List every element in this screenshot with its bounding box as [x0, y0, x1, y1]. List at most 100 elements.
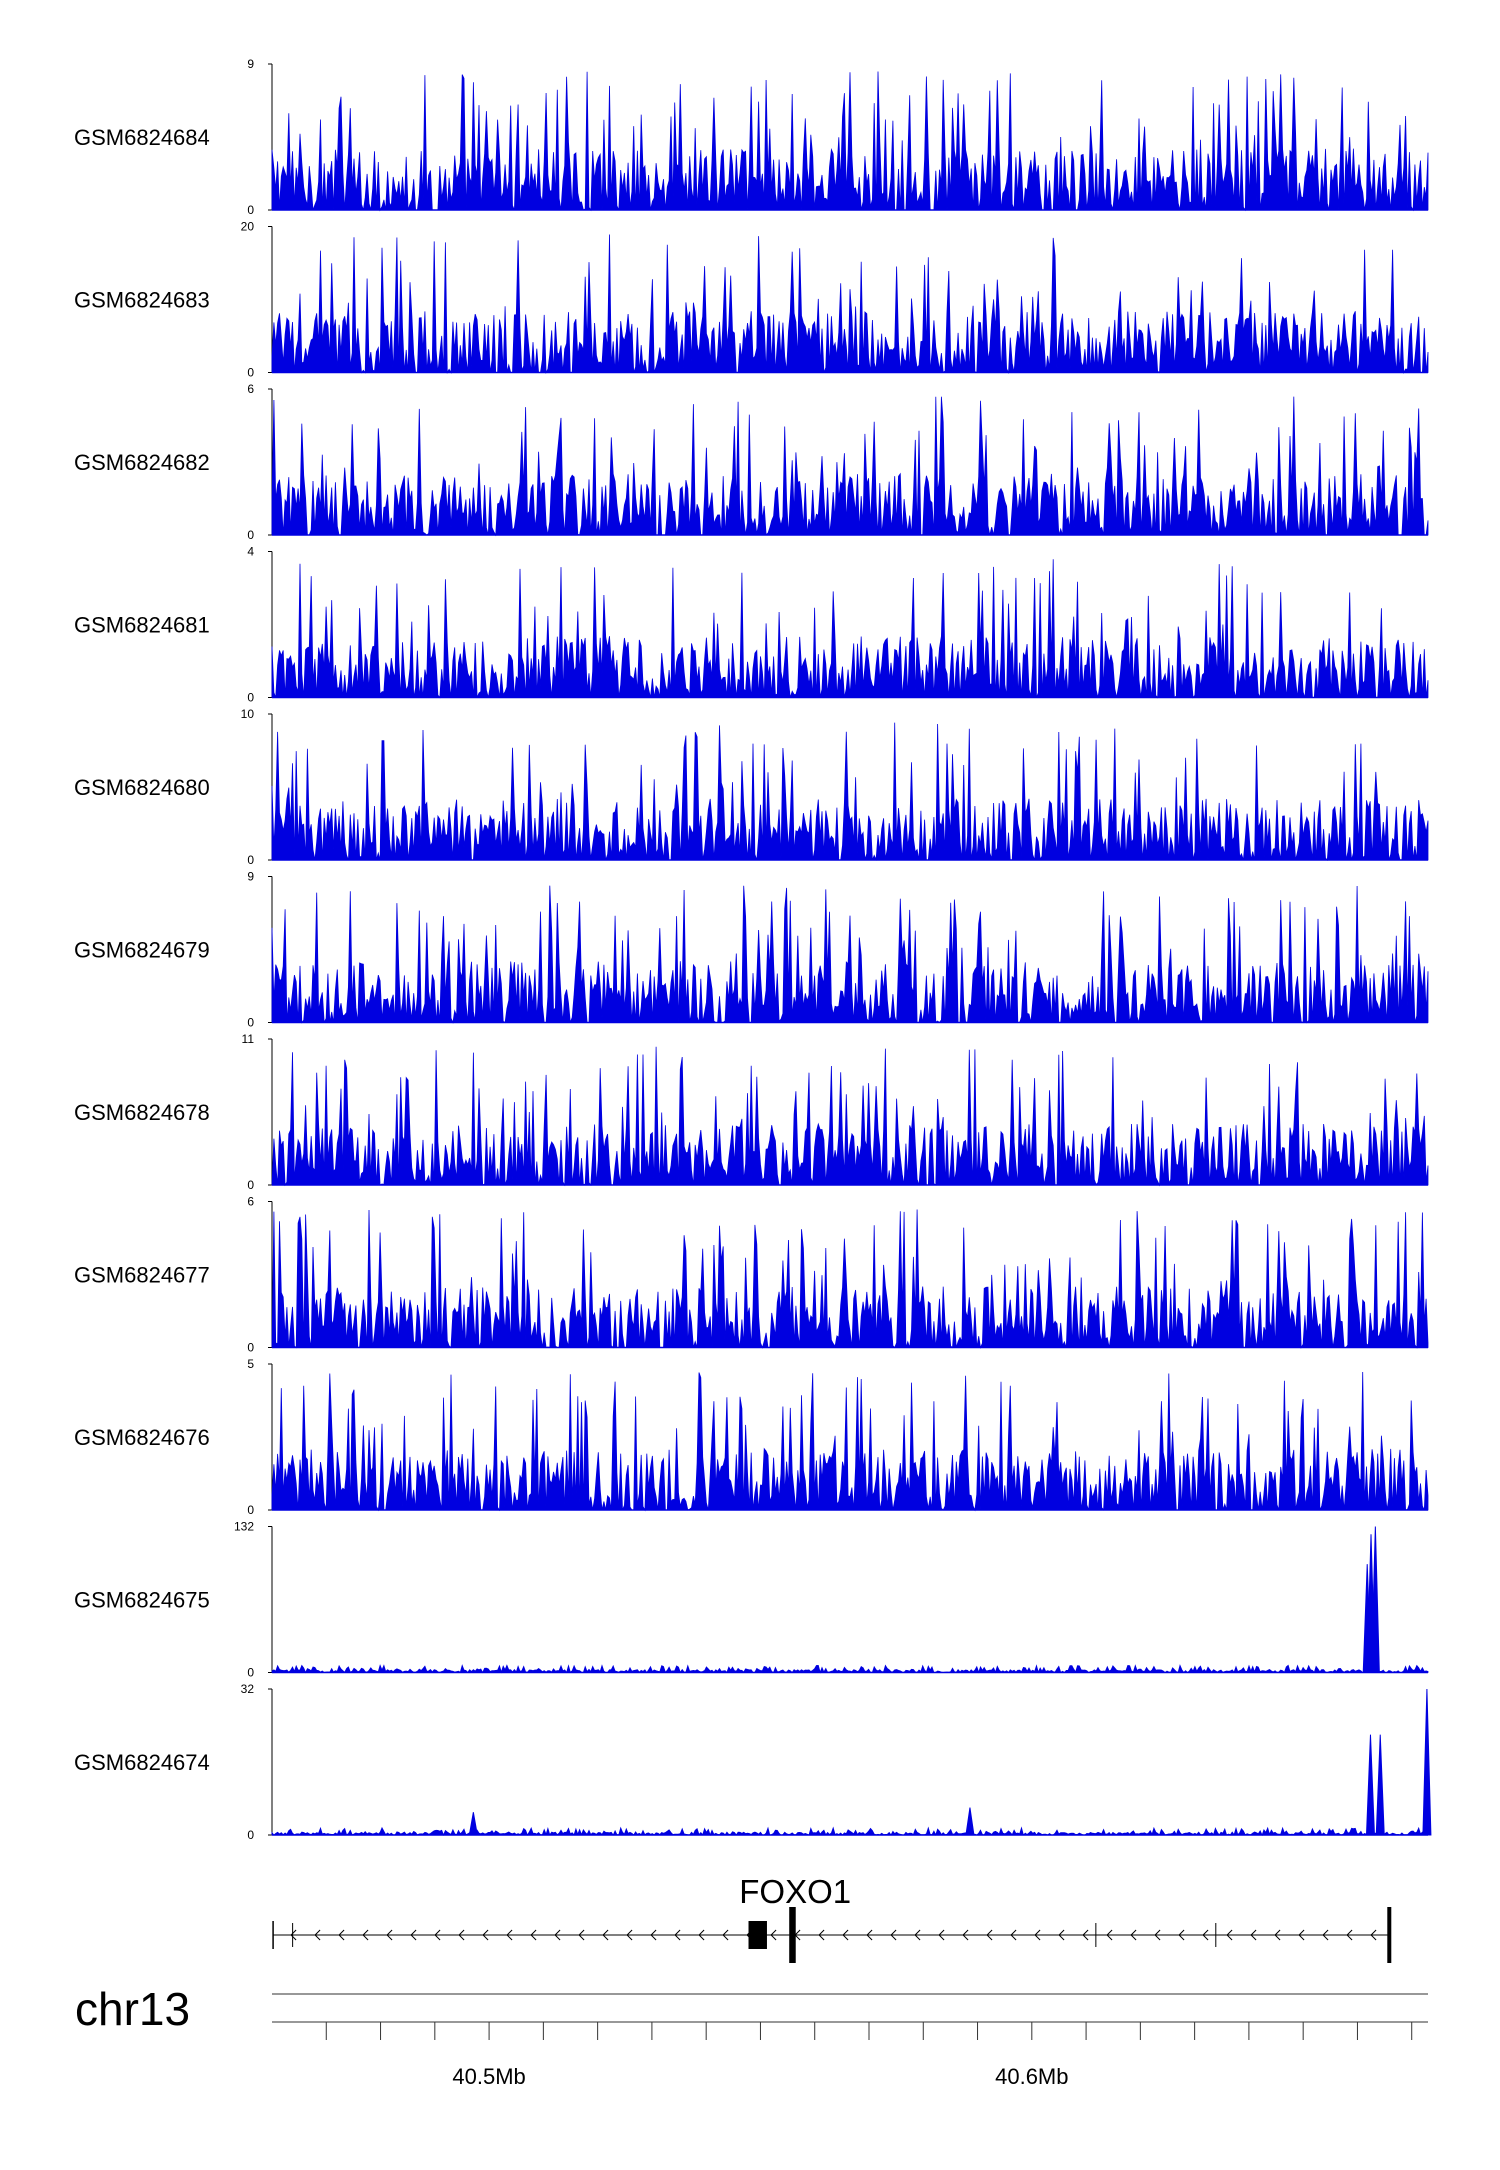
signal-peak — [1422, 1688, 1432, 1836]
strand-chevron — [650, 1929, 657, 1941]
strand-chevron — [770, 1929, 777, 1941]
signal-area — [271, 1209, 1429, 1349]
track-GSM6824674: GSM6824674 32 0 — [74, 1682, 1432, 1842]
track-GSM6824678: GSM6824678 11 0 — [74, 1032, 1429, 1192]
strand-chevron — [842, 1929, 849, 1941]
signal-peak — [965, 1807, 975, 1836]
y-tick-label-max: 4 — [247, 545, 254, 559]
y-tick-label-min: 0 — [247, 203, 254, 217]
track-GSM6824677: GSM6824677 6 0 — [74, 1195, 1429, 1355]
y-tick-label-max: 5 — [247, 1357, 254, 1371]
gene-exon — [1387, 1907, 1392, 1963]
track-GSM6824680: GSM6824680 10 0 — [74, 707, 1429, 867]
strand-chevron — [410, 1929, 417, 1941]
y-tick-label-min: 0 — [247, 1666, 254, 1680]
y-tick-label-min: 0 — [247, 528, 254, 542]
signal-area — [271, 234, 1429, 375]
strand-chevron — [674, 1929, 681, 1941]
strand-chevron — [626, 1929, 633, 1941]
strand-chevron — [554, 1929, 561, 1941]
genomic-x-axis: 40.5Mb 40.6Mb — [272, 1993, 1428, 2089]
strand-chevron — [314, 1929, 321, 1941]
gene-exon — [789, 1907, 796, 1963]
track-label: GSM6824676 — [74, 1425, 210, 1450]
strand-chevron — [482, 1929, 489, 1941]
strand-chevron — [1274, 1929, 1281, 1941]
track-label: GSM6824682 — [74, 450, 210, 475]
strand-chevron — [1082, 1929, 1089, 1941]
strand-chevron — [434, 1929, 441, 1941]
y-tick-label-max: 32 — [241, 1682, 255, 1696]
strand-chevron — [362, 1929, 369, 1941]
y-tick-label-max: 132 — [234, 1520, 254, 1534]
signal-peak — [1365, 1734, 1375, 1836]
strand-chevron — [458, 1929, 465, 1941]
track-label: GSM6824675 — [74, 1588, 210, 1613]
signal-area — [271, 1664, 1429, 1674]
strand-chevron — [1034, 1929, 1041, 1941]
y-tick-label-max: 6 — [247, 1195, 254, 1209]
y-tick-label-min: 0 — [247, 1016, 254, 1030]
track-GSM6824684: GSM6824684 9 0 — [74, 57, 1429, 217]
track-label: GSM6824674 — [74, 1750, 210, 1775]
strand-chevron — [1130, 1929, 1137, 1941]
strand-chevron — [986, 1929, 993, 1941]
strand-chevron — [1322, 1929, 1329, 1941]
strand-chevron — [818, 1929, 825, 1941]
y-tick-label-max: 9 — [247, 870, 254, 884]
strand-chevron — [1370, 1929, 1377, 1941]
strand-chevron — [1202, 1929, 1209, 1941]
track-GSM6824679: GSM6824679 9 0 — [74, 870, 1429, 1030]
strand-chevron — [914, 1929, 921, 1941]
y-tick-label-max: 10 — [241, 707, 255, 721]
track-GSM6824682: GSM6824682 6 0 — [74, 382, 1429, 542]
x-tick-label: 40.5Mb — [452, 2064, 525, 2089]
strand-chevron — [866, 1929, 873, 1941]
signal-area — [271, 71, 1429, 212]
strand-chevron — [962, 1929, 969, 1941]
strand-chevron — [1346, 1929, 1353, 1941]
track-GSM6824681: GSM6824681 4 0 — [74, 545, 1429, 705]
track-label: GSM6824677 — [74, 1263, 210, 1288]
track-label: GSM6824684 — [74, 125, 210, 150]
y-tick-label-min: 0 — [247, 1828, 254, 1842]
signal-area — [271, 722, 1429, 861]
y-tick-label-max: 20 — [241, 220, 255, 234]
y-tick-label-min: 0 — [247, 1341, 254, 1355]
y-tick-label-min: 0 — [247, 1178, 254, 1192]
track-label: GSM6824681 — [74, 613, 210, 638]
gene-track: FOXO1 chr13 — [75, 1873, 1392, 2035]
track-label: GSM6824678 — [74, 1100, 210, 1125]
gene-exon — [748, 1921, 767, 1949]
track-GSM6824675: GSM6824675 132 0 — [74, 1520, 1429, 1680]
y-tick-label-min: 0 — [247, 366, 254, 380]
strand-chevron — [530, 1929, 537, 1941]
strand-chevron — [1106, 1929, 1113, 1941]
signal-area — [271, 1371, 1429, 1512]
strand-chevron — [1298, 1929, 1305, 1941]
track-GSM6824683: GSM6824683 20 0 — [74, 220, 1429, 380]
signal-area — [271, 559, 1429, 699]
strand-chevron — [722, 1929, 729, 1941]
strand-chevron — [578, 1929, 585, 1941]
y-tick-label-max: 11 — [242, 1032, 255, 1046]
strand-chevron — [506, 1929, 513, 1941]
y-tick-label-max: 6 — [247, 382, 254, 396]
track-label: GSM6824679 — [74, 938, 210, 963]
strand-chevron — [1154, 1929, 1161, 1941]
strand-chevron — [290, 1929, 297, 1941]
strand-chevron — [1010, 1929, 1017, 1941]
signal-area — [271, 396, 1429, 537]
y-tick-label-min: 0 — [247, 853, 254, 867]
chromosome-label: chr13 — [75, 1983, 190, 2035]
signal-peak — [468, 1812, 478, 1836]
track-label: GSM6824680 — [74, 775, 210, 800]
y-tick-label-max: 9 — [247, 57, 254, 71]
signal-peak — [1375, 1734, 1385, 1836]
track-GSM6824676: GSM6824676 5 0 — [74, 1357, 1429, 1517]
track-label: GSM6824683 — [74, 288, 210, 313]
strand-chevron — [1226, 1929, 1233, 1941]
signal-area — [271, 885, 1429, 1024]
signal-area — [271, 1046, 1429, 1187]
